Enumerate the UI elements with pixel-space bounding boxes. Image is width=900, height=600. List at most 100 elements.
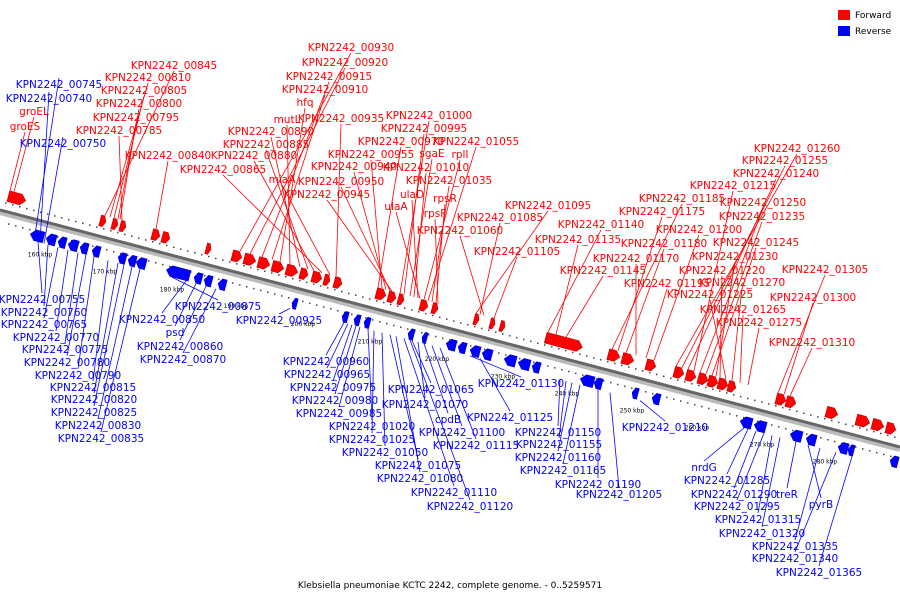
leader-line bbox=[439, 347, 477, 440]
axis-dot bbox=[530, 340, 532, 343]
gene-body bbox=[472, 313, 480, 326]
axis-dot bbox=[684, 381, 686, 383]
axis-dot bbox=[859, 427, 861, 429]
gene-label: KPN2242_00970 bbox=[358, 136, 444, 148]
axis-dot bbox=[372, 319, 374, 321]
gene-label: KPN2242_00925 bbox=[236, 315, 322, 327]
leader-line bbox=[434, 218, 439, 304]
gene-label: KPN2242_01270 bbox=[699, 277, 785, 289]
reverse-gene-arrow bbox=[889, 455, 900, 469]
leader-line bbox=[565, 275, 604, 338]
axis-dot bbox=[250, 266, 252, 269]
gene-label: rpsF bbox=[424, 208, 447, 220]
leader-line bbox=[43, 136, 64, 244]
axis-dot bbox=[474, 325, 476, 328]
leader-line bbox=[33, 77, 60, 242]
gene-label: KPN2242_00835 bbox=[58, 433, 144, 445]
axis-dot bbox=[449, 339, 451, 341]
leader-line bbox=[66, 254, 87, 357]
leader-line bbox=[64, 252, 79, 344]
axis-dot bbox=[369, 298, 371, 300]
axis-dot bbox=[719, 390, 721, 392]
reverse-gene-arrow bbox=[45, 233, 58, 247]
gene-label: KPN2242_00875 bbox=[175, 301, 261, 313]
gene-label: KPN2242_00920 bbox=[302, 57, 388, 69]
axis-dot bbox=[712, 388, 714, 390]
gene-body bbox=[498, 320, 506, 333]
forward-gene-arrow bbox=[160, 231, 171, 244]
axis-dot bbox=[215, 257, 217, 260]
gene-body bbox=[606, 348, 621, 362]
axis-dot bbox=[544, 344, 546, 346]
gene-label: KPN2242_00800 bbox=[96, 98, 182, 110]
gene-label: KPN2242_00820 bbox=[51, 394, 137, 406]
gene-label: nrdG bbox=[691, 462, 717, 474]
axis-dot bbox=[229, 261, 231, 263]
axis-dot bbox=[561, 368, 563, 371]
leader-line bbox=[693, 190, 734, 371]
axis-dot bbox=[593, 357, 595, 359]
gene-body bbox=[193, 272, 204, 285]
axis-dot bbox=[12, 204, 14, 206]
gene-label: treR bbox=[776, 489, 798, 501]
forward-gene-arrow bbox=[204, 242, 212, 255]
gene-label: KPN2242_01265 bbox=[700, 304, 786, 316]
axis-dot bbox=[232, 282, 234, 284]
leader-line bbox=[367, 328, 373, 421]
gene-label: ulaA bbox=[384, 201, 408, 213]
gene-label: KPN2242_01320 bbox=[719, 528, 805, 540]
leader-line bbox=[182, 288, 217, 354]
gene-body bbox=[270, 260, 285, 274]
axis-dot bbox=[890, 455, 892, 458]
leader-line bbox=[118, 135, 123, 221]
reverse-gene-arrow bbox=[79, 242, 90, 255]
leader-line bbox=[547, 229, 602, 333]
gene-body bbox=[543, 332, 583, 352]
forward-gene-arrow bbox=[472, 313, 480, 326]
axis-dot bbox=[442, 337, 444, 340]
leader-line bbox=[381, 332, 386, 447]
leader-line bbox=[423, 159, 461, 300]
axis-dot bbox=[502, 333, 504, 335]
axis-dot bbox=[257, 268, 259, 271]
legend-reverse-swatch bbox=[838, 26, 850, 36]
gene-label: KPN2242_01300 bbox=[770, 292, 856, 304]
gene-label: KPN2242_01205 bbox=[576, 489, 662, 501]
forward-gene-arrow bbox=[824, 405, 839, 419]
axis-dot bbox=[845, 423, 847, 426]
gene-body bbox=[45, 233, 58, 247]
axis-dot bbox=[117, 231, 119, 234]
tick-label: 190 kbp bbox=[224, 303, 249, 310]
axis-dot bbox=[698, 384, 700, 387]
leader-line bbox=[557, 382, 573, 452]
gene-label: KPN2242_01150 bbox=[515, 427, 601, 439]
label-layer: KPN2242_00845KPN2242_00810KPN2242_00805K… bbox=[0, 42, 868, 579]
leader-line bbox=[747, 327, 760, 386]
leader-line bbox=[265, 149, 309, 270]
axis-dot bbox=[246, 285, 248, 288]
gene-label: groEL bbox=[19, 106, 49, 118]
legend-reverse-label: Reverse bbox=[855, 27, 892, 37]
leader-line bbox=[705, 221, 763, 375]
tick-label: 230 kbp bbox=[491, 373, 516, 380]
gene-label: KPN2242_00770 bbox=[13, 332, 99, 344]
gene-label: KPN2242_01180 bbox=[621, 238, 707, 250]
axis-dot bbox=[792, 429, 794, 432]
leader-line bbox=[222, 174, 323, 274]
axis-dot bbox=[362, 296, 364, 298]
axis-dot bbox=[579, 353, 581, 355]
tick-label: 250 kbp bbox=[620, 407, 645, 414]
axis-dot bbox=[656, 373, 658, 376]
gene-label: KPN2242_01125 bbox=[467, 412, 553, 424]
axis-dot bbox=[131, 235, 133, 237]
leader-line bbox=[326, 199, 393, 292]
axis-dot bbox=[274, 293, 276, 295]
axis-dot bbox=[292, 277, 294, 280]
axis-dot bbox=[537, 342, 539, 344]
axis-dot bbox=[288, 297, 290, 299]
reverse-gene-arrow bbox=[847, 444, 856, 457]
leader-line bbox=[113, 95, 145, 219]
gene-label: KPN2242_01260 bbox=[754, 143, 840, 155]
axis-dot bbox=[365, 317, 367, 319]
forward-gene-arrow bbox=[870, 418, 885, 432]
